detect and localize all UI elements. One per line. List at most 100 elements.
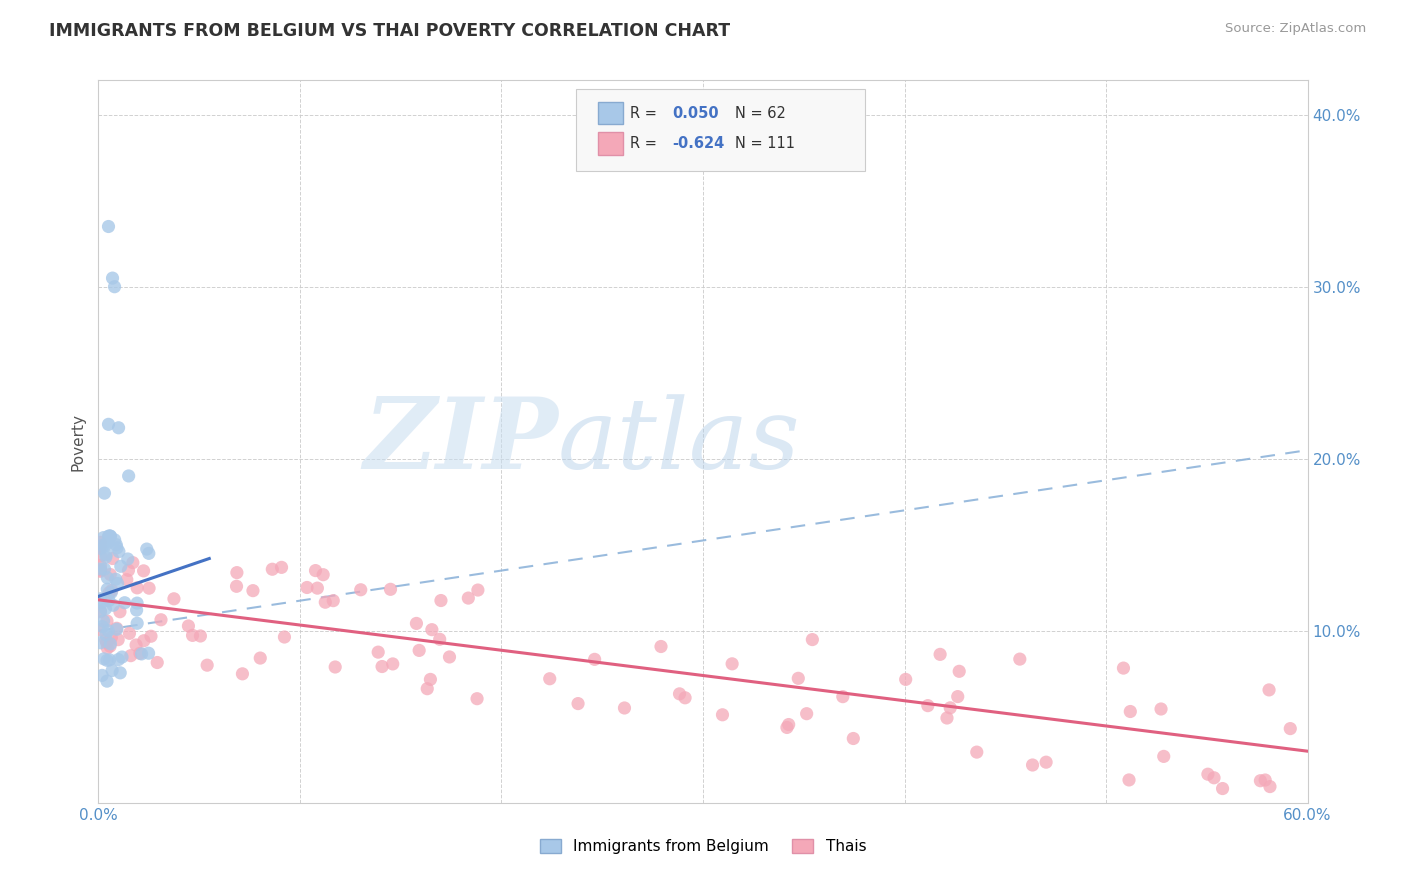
Point — [91, 538, 114, 552]
Point — [125, 603, 148, 617]
Point — [323, 660, 346, 674]
Point — [108, 544, 131, 558]
Point — [100, 631, 122, 645]
Point — [1008, 652, 1031, 666]
Point — [613, 701, 636, 715]
Point — [105, 621, 128, 635]
Point — [831, 690, 853, 704]
Point — [129, 646, 152, 660]
Point — [101, 664, 124, 678]
Point — [98, 585, 121, 599]
Point — [367, 645, 389, 659]
Point — [101, 551, 124, 566]
Point — [127, 581, 149, 595]
Point — [429, 632, 451, 647]
Point — [1254, 772, 1277, 787]
Point — [89, 591, 111, 606]
Point — [842, 731, 865, 746]
Point — [107, 576, 129, 591]
Point — [108, 665, 131, 680]
Text: atlas: atlas — [558, 394, 800, 489]
Point — [1112, 661, 1135, 675]
Point — [89, 558, 111, 573]
Legend: Immigrants from Belgium, Thais: Immigrants from Belgium, Thais — [534, 832, 872, 860]
Point — [457, 591, 479, 605]
Point — [939, 701, 962, 715]
Point — [89, 636, 111, 650]
Point — [90, 563, 112, 577]
Point — [107, 652, 129, 666]
Point — [262, 562, 284, 576]
Point — [249, 651, 271, 665]
Point — [132, 633, 155, 648]
Point — [787, 671, 810, 685]
Point — [107, 632, 129, 647]
Point — [946, 690, 969, 704]
Point — [139, 629, 162, 643]
Point — [91, 668, 114, 682]
Point — [93, 614, 115, 628]
Point — [117, 563, 139, 577]
Point — [97, 624, 120, 638]
Point — [108, 605, 131, 619]
Point — [91, 619, 114, 633]
Point — [97, 529, 120, 543]
Point — [89, 540, 111, 554]
Point — [567, 697, 589, 711]
Point — [190, 629, 212, 643]
Point — [917, 698, 939, 713]
Point — [195, 658, 218, 673]
Point — [1212, 781, 1234, 796]
Point — [107, 421, 129, 435]
Point — [89, 549, 111, 563]
Point — [120, 648, 142, 663]
Point — [93, 486, 115, 500]
Point — [307, 581, 329, 595]
Point — [150, 613, 173, 627]
Point — [127, 616, 149, 631]
Point — [948, 665, 970, 679]
Point — [117, 552, 139, 566]
Point — [1249, 773, 1271, 788]
Point — [322, 593, 344, 607]
Point — [231, 666, 253, 681]
Point — [583, 652, 606, 666]
Point — [181, 628, 204, 642]
Point — [1119, 705, 1142, 719]
Point — [105, 622, 128, 636]
Point — [118, 626, 141, 640]
Point — [89, 535, 111, 549]
Point — [538, 672, 561, 686]
Point — [225, 579, 247, 593]
Point — [711, 707, 734, 722]
Point — [138, 581, 160, 595]
Point — [270, 560, 292, 574]
Point — [132, 564, 155, 578]
Point — [304, 564, 326, 578]
Point — [1258, 780, 1281, 794]
Point — [467, 582, 489, 597]
Point — [668, 687, 690, 701]
Point — [966, 745, 988, 759]
Point — [138, 646, 160, 660]
Point — [100, 585, 122, 599]
Text: IMMIGRANTS FROM BELGIUM VS THAI POVERTY CORRELATION CHART: IMMIGRANTS FROM BELGIUM VS THAI POVERTY … — [49, 22, 730, 40]
Point — [94, 538, 117, 552]
Text: R =: R = — [630, 106, 661, 120]
Point — [97, 219, 120, 234]
Point — [94, 602, 117, 616]
Point — [295, 581, 318, 595]
Point — [103, 599, 125, 613]
Text: -0.624: -0.624 — [672, 136, 724, 151]
Point — [801, 632, 824, 647]
Point — [408, 643, 430, 657]
Point — [118, 469, 141, 483]
Point — [101, 271, 124, 285]
Point — [89, 604, 111, 618]
Point — [97, 593, 120, 607]
Point — [673, 690, 696, 705]
Point — [1279, 722, 1302, 736]
Point — [98, 567, 121, 582]
Point — [242, 583, 264, 598]
Point — [110, 559, 132, 574]
